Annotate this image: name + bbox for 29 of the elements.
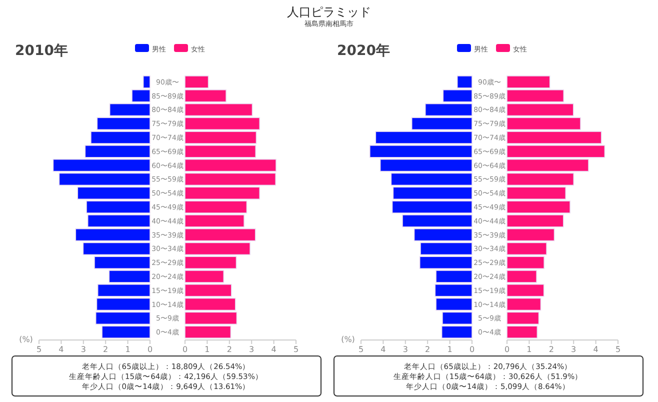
x-tick-label: 1 (204, 345, 210, 354)
x-tick-label: 0 (504, 345, 510, 354)
x-tick-label: 5 (36, 345, 42, 354)
x-tick-label: 3 (571, 345, 576, 354)
x-axis-title: (%) (19, 335, 33, 344)
x-tick-label: 4 (58, 345, 64, 354)
x-tick-label: 3 (80, 345, 86, 354)
x-tick-label: 3 (249, 345, 254, 354)
x-tick-label: 1 (125, 345, 130, 354)
x-tick-label: 4 (593, 345, 598, 354)
text: 人口ピラミッド (287, 5, 371, 19)
x-tick-label: 0 (182, 345, 188, 354)
x-tick-label: 0 (469, 345, 475, 354)
x-tick-label: 4 (380, 345, 386, 354)
x-tick-label: 5 (293, 345, 299, 354)
x-tick-label: 2 (548, 345, 554, 354)
x-tick-label: 2 (425, 345, 430, 354)
x-tick-label: 4 (271, 345, 276, 354)
x-tick-label: 3 (402, 345, 408, 354)
x-tick-label: 0 (147, 345, 153, 354)
x-tick-label: 2 (103, 345, 108, 354)
x-tick-label: 1 (526, 345, 532, 354)
x-tick-label: 2 (226, 345, 232, 354)
x-axis-title: (%) (341, 335, 355, 344)
chart-title: 2020年 (337, 43, 390, 59)
x-tick-label: 1 (447, 345, 452, 354)
x-tick-label: 5 (358, 345, 364, 354)
chart-title: 2010年 (15, 43, 68, 59)
x-tick-label: 5 (615, 345, 621, 354)
